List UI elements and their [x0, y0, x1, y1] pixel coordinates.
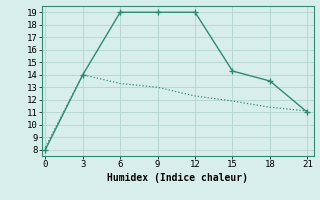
X-axis label: Humidex (Indice chaleur): Humidex (Indice chaleur) — [107, 173, 248, 183]
